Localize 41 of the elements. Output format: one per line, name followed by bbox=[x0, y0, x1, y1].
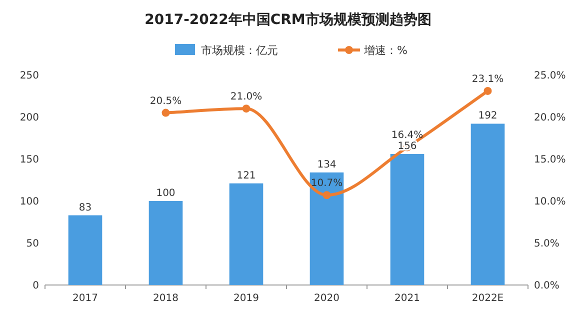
bar bbox=[229, 183, 264, 285]
y-tick-label: 250 bbox=[20, 70, 39, 82]
bar bbox=[390, 154, 424, 285]
y2-tick-label: 0.0% bbox=[534, 280, 560, 292]
point bbox=[162, 108, 170, 117]
data-label: 16.4% bbox=[391, 130, 424, 142]
y2-tick-label: 15.0% bbox=[534, 154, 566, 166]
data-label: 10.7% bbox=[310, 178, 343, 190]
chart-title: 2017-2022年中国CRM市场规模预测趋势图 bbox=[144, 11, 432, 28]
y2-tick-label: 20.0% bbox=[534, 112, 566, 124]
bar bbox=[470, 124, 505, 285]
data-label: 21.0% bbox=[230, 92, 262, 103]
x-tick-label: 2022E bbox=[472, 293, 504, 304]
x-tick-label: 2017 bbox=[72, 293, 98, 304]
legend-label: 增速：% bbox=[363, 44, 408, 57]
y2-tick-label: 25.0% bbox=[534, 70, 566, 82]
data-label: 134 bbox=[317, 159, 336, 170]
data-label: 121 bbox=[236, 170, 256, 182]
bar bbox=[68, 215, 102, 285]
data-label: 83 bbox=[78, 202, 92, 214]
point bbox=[242, 104, 250, 113]
y-tick-label: 200 bbox=[20, 112, 39, 124]
bar bbox=[310, 172, 344, 285]
bar bbox=[148, 201, 183, 285]
point bbox=[322, 191, 331, 200]
y-tick-label: 0 bbox=[32, 280, 39, 292]
data-label: 23.1% bbox=[472, 74, 504, 85]
data-label: 20.5% bbox=[150, 96, 182, 107]
y-tick-label: 50 bbox=[26, 238, 39, 250]
y2-tick-label: 5.0% bbox=[534, 238, 560, 250]
y-tick-label: 100 bbox=[20, 196, 39, 208]
x-tick-label: 2021 bbox=[394, 293, 420, 304]
y-tick-label: 150 bbox=[20, 154, 39, 166]
legend-label: 市场规模：亿元 bbox=[201, 44, 278, 57]
data-label: 100 bbox=[156, 188, 176, 199]
data-label: 192 bbox=[478, 110, 498, 122]
y2-tick-label: 10.0% bbox=[534, 196, 566, 208]
x-tick-label: 2018 bbox=[153, 293, 178, 304]
x-tick-label: 2019 bbox=[234, 293, 259, 304]
point bbox=[484, 86, 492, 95]
x-tick-label: 2020 bbox=[314, 293, 340, 304]
